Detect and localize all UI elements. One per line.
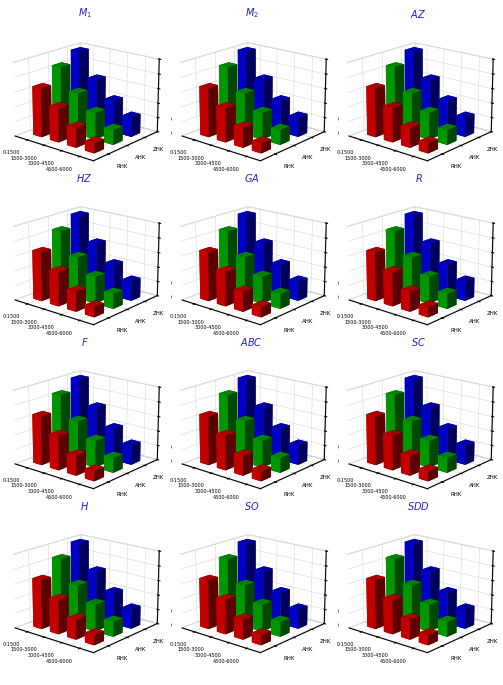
Title: $SDD$: $SDD$ — [407, 500, 430, 512]
Title: $M_2$: $M_2$ — [244, 7, 259, 21]
Title: $HZ$: $HZ$ — [76, 173, 93, 184]
Title: $AZ$: $AZ$ — [410, 8, 427, 21]
Title: $M_1$: $M_1$ — [77, 7, 92, 21]
Title: $SC$: $SC$ — [411, 336, 426, 349]
Title: $R$: $R$ — [414, 173, 423, 184]
Title: $SO$: $SO$ — [244, 500, 259, 512]
Title: $GA$: $GA$ — [244, 173, 259, 184]
Title: $F$: $F$ — [80, 336, 89, 349]
Title: $H$: $H$ — [80, 500, 89, 512]
Title: $ABC$: $ABC$ — [240, 336, 263, 349]
